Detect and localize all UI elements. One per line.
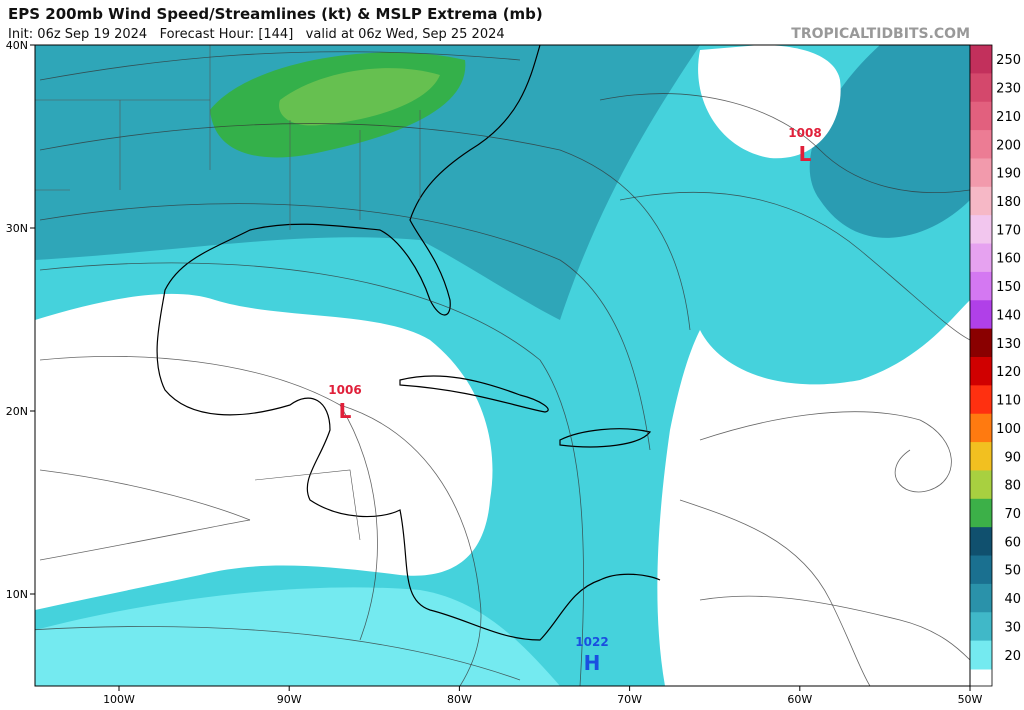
colorbar-cell (970, 73, 992, 103)
lon-label: 90W (277, 693, 302, 706)
colorbar-cell (970, 45, 992, 74)
colorbar-frame (969, 44, 993, 687)
colorbar-cell (970, 243, 992, 273)
colorbar-label: 230 (996, 82, 1021, 97)
colorbar-cell (970, 158, 992, 188)
pressure-value: 1008 (788, 126, 821, 140)
colorbar-cell (970, 413, 992, 443)
colorbar-cell (970, 186, 992, 216)
colorbar-label: 160 (996, 252, 1021, 267)
coastline (559, 428, 652, 448)
colorbar-cell (970, 215, 992, 245)
colorbar-cell (970, 442, 992, 471)
coastline (399, 375, 549, 413)
colorbar-cell (970, 527, 992, 557)
colorbar-label: 100 (996, 422, 1021, 437)
colorbar-label: 20 (1004, 649, 1021, 664)
map-axes: 40N 30N 20N 10N 100W 90W 80W 70W 60W 50W (6, 39, 983, 706)
subtitle: Init: 06z Sep 19 2024 Forecast Hour: [14… (8, 27, 505, 42)
pressure-value: 1022 (575, 635, 608, 649)
colorbar-cell (970, 385, 992, 415)
colorbar-cell (970, 130, 992, 159)
colorbar-label: 60 (1004, 535, 1021, 550)
pressure-symbol: L (339, 399, 352, 423)
colorbar-cell (970, 300, 992, 330)
lat-label: 40N (6, 39, 28, 52)
lon-label: 100W (103, 693, 135, 706)
jet-region (809, 45, 970, 238)
coastline (156, 45, 661, 641)
colorbar-cell (970, 640, 992, 670)
colorbar-cell (970, 555, 992, 585)
colorbar-cell (970, 470, 992, 500)
lon-label: 80W (447, 693, 472, 706)
colorbar-label: 180 (996, 195, 1021, 210)
colorbar-label: 210 (996, 110, 1021, 125)
borders (35, 45, 421, 541)
lon-label: 60W (787, 693, 812, 706)
colorbar-label: 150 (996, 280, 1021, 295)
jet-region (35, 45, 700, 320)
weak-wind (35, 587, 560, 686)
calm-region (698, 45, 841, 159)
lat-label: 10N (6, 588, 28, 601)
colorbar-label: 130 (996, 337, 1021, 352)
map: 1008 L 1006 L 1022 H (34, 44, 971, 687)
colorbar-label: 140 (996, 308, 1021, 323)
colorbar-cell (970, 583, 992, 613)
colorbar-label: 80 (1004, 479, 1021, 494)
colorbar-cell (970, 101, 992, 131)
jet-core (279, 68, 440, 126)
colorbar-label: 70 (1004, 507, 1021, 522)
colorbar: 250 230 210 200 190 180 170 160 150 140 130 120 110 1… (969, 44, 1021, 687)
colorbar-label: 200 (996, 138, 1021, 153)
pressure-symbol: L (799, 142, 812, 166)
lon-label: 70W (617, 693, 642, 706)
colorbar-label: 250 (996, 53, 1021, 68)
colorbar-label: 170 (996, 223, 1021, 238)
colorbar-cell (970, 612, 992, 642)
colorbar-label: 120 (996, 365, 1021, 380)
lat-label: 20N (6, 405, 28, 418)
title: EPS 200mb Wind Speed/Streamlines (kt) & … (8, 5, 543, 23)
streamlines (35, 51, 970, 686)
pressure-symbol: H (584, 651, 601, 675)
calm-region (35, 293, 493, 610)
lat-label: 30N (6, 222, 28, 235)
colorbar-cell (970, 271, 992, 301)
colorbar-label: 110 (996, 394, 1021, 409)
calm-region (657, 300, 970, 686)
colorbar-cell (970, 498, 992, 528)
colorbar-label: 50 (1004, 564, 1021, 579)
colorbar-cell (970, 328, 992, 358)
colorbar-label: 40 (1004, 592, 1021, 607)
colorbar-cell (970, 356, 992, 386)
lon-label: 50W (958, 693, 983, 706)
watermark: TROPICALTIDBITS.COM (791, 26, 970, 42)
colorbar-label: 30 (1004, 620, 1021, 635)
colorbar-label: 190 (996, 167, 1021, 182)
pressure-value: 1006 (328, 383, 361, 397)
colorbar-label: 90 (1004, 450, 1021, 465)
